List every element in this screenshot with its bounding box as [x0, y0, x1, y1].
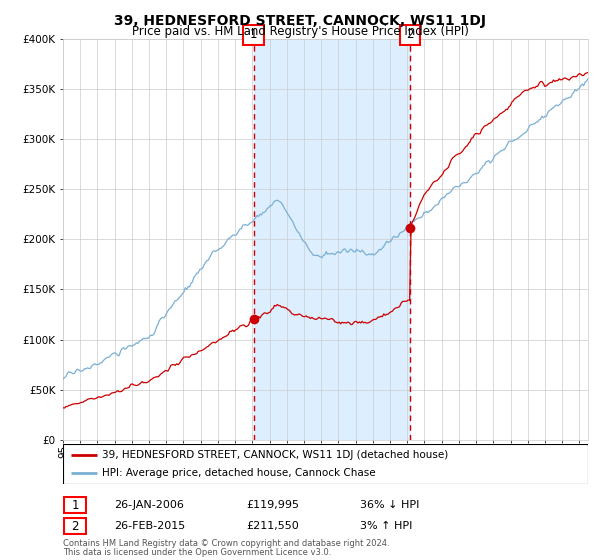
Text: 2: 2 [71, 520, 79, 533]
Text: 26-JAN-2006: 26-JAN-2006 [114, 500, 184, 510]
Text: Contains HM Land Registry data © Crown copyright and database right 2024.: Contains HM Land Registry data © Crown c… [63, 539, 389, 548]
Text: Price paid vs. HM Land Registry's House Price Index (HPI): Price paid vs. HM Land Registry's House … [131, 25, 469, 38]
Text: £211,550: £211,550 [246, 521, 299, 531]
Text: 39, HEDNESFORD STREET, CANNOCK, WS11 1DJ: 39, HEDNESFORD STREET, CANNOCK, WS11 1DJ [114, 14, 486, 28]
Bar [254, 39, 410, 440]
Text: HPI: Average price, detached house, Cannock Chase: HPI: Average price, detached house, Cann… [103, 468, 376, 478]
Text: 1: 1 [250, 29, 257, 41]
Text: £119,995: £119,995 [246, 500, 299, 510]
Text: 2: 2 [406, 29, 414, 41]
Text: 36% ↓ HPI: 36% ↓ HPI [360, 500, 419, 510]
Text: This data is licensed under the Open Government Licence v3.0.: This data is licensed under the Open Gov… [63, 548, 331, 557]
Text: 1: 1 [71, 498, 79, 512]
Text: 26-FEB-2015: 26-FEB-2015 [114, 521, 185, 531]
Text: 39, HEDNESFORD STREET, CANNOCK, WS11 1DJ (detached house): 39, HEDNESFORD STREET, CANNOCK, WS11 1DJ… [103, 450, 449, 460]
Text: 3% ↑ HPI: 3% ↑ HPI [360, 521, 412, 531]
